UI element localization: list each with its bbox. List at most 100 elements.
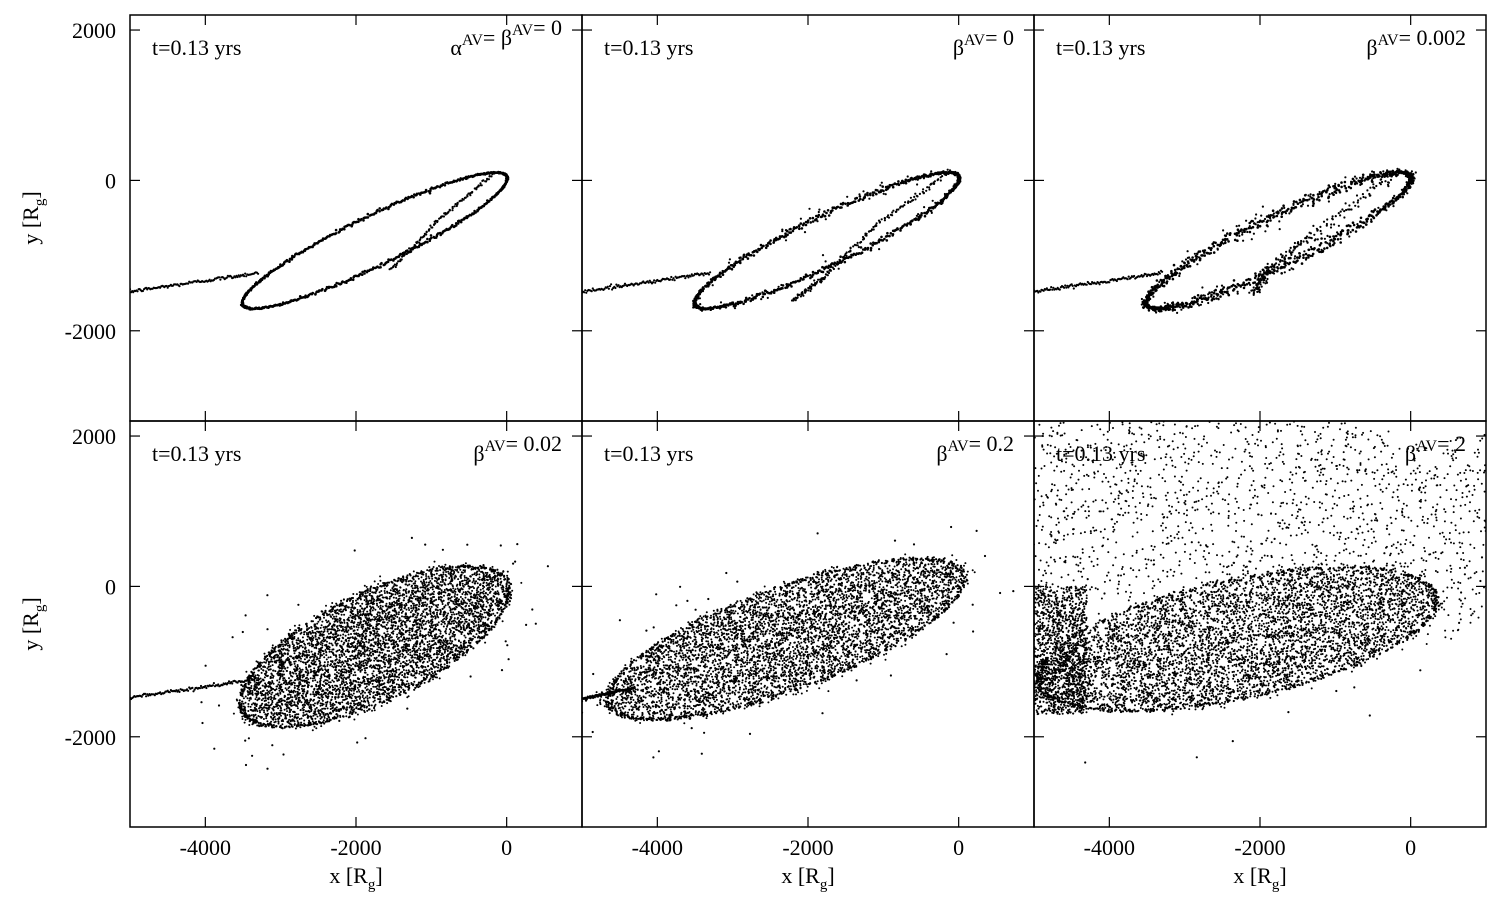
data-point	[1226, 238, 1229, 241]
data-point	[1200, 254, 1203, 257]
data-point	[1224, 239, 1227, 242]
data-point	[673, 279, 676, 282]
data-point	[683, 274, 686, 278]
data-point	[302, 711, 305, 714]
data-point	[165, 284, 168, 288]
data-point	[441, 603, 444, 605]
data-point	[1312, 193, 1315, 197]
data-point	[1255, 213, 1258, 216]
data-point	[799, 222, 803, 225]
data-point	[402, 620, 405, 623]
data-point	[333, 703, 336, 706]
data-point	[1384, 203, 1387, 206]
data-point	[879, 184, 882, 187]
data-point	[1284, 212, 1288, 215]
data-point	[764, 246, 768, 250]
data-point	[1226, 287, 1229, 290]
data-point	[651, 281, 655, 284]
data-point	[846, 201, 850, 205]
data-point	[1143, 304, 1146, 307]
data-point	[321, 287, 324, 291]
data-point	[380, 594, 383, 596]
data-point	[383, 675, 386, 678]
data-point	[1259, 270, 1262, 273]
data-point	[1129, 276, 1132, 279]
data-point	[1280, 211, 1283, 215]
data-point	[497, 584, 500, 587]
data-point	[802, 277, 805, 281]
data-point	[781, 287, 784, 290]
data-point	[798, 279, 802, 282]
data-point	[371, 709, 373, 712]
data-point	[314, 632, 317, 635]
data-point	[1201, 300, 1204, 304]
data-point	[279, 263, 282, 266]
data-point	[1266, 272, 1269, 275]
data-point	[584, 289, 587, 292]
data-point	[814, 218, 817, 222]
data-point	[430, 605, 433, 608]
data-point	[349, 636, 352, 639]
data-point	[1207, 296, 1210, 299]
data-point	[780, 283, 783, 287]
data-point	[716, 305, 720, 309]
param-base: α	[450, 35, 462, 60]
data-point	[1196, 302, 1199, 306]
data-point	[466, 611, 469, 613]
data-point	[1245, 283, 1249, 286]
data-point	[1400, 172, 1403, 175]
data-point	[427, 190, 430, 193]
data-point	[911, 199, 914, 202]
data-point	[1339, 241, 1342, 244]
data-point	[1245, 278, 1248, 282]
data-point	[906, 179, 910, 183]
data-point	[327, 684, 330, 687]
param-sup: AV	[964, 32, 985, 49]
data-point	[430, 670, 433, 673]
data-point	[842, 256, 845, 259]
data-point	[1215, 285, 1219, 288]
data-point	[1349, 231, 1352, 234]
data-point	[951, 187, 954, 191]
data-point	[1370, 214, 1373, 217]
data-point	[1213, 298, 1216, 301]
data-point	[1211, 242, 1214, 246]
data-point	[806, 274, 809, 278]
data-point	[1258, 220, 1261, 224]
data-point	[1284, 260, 1287, 263]
data-point	[749, 299, 752, 303]
data-point	[1356, 225, 1359, 228]
data-point	[1312, 224, 1315, 227]
data-point	[853, 243, 857, 246]
data-point	[289, 670, 292, 673]
data-point	[1344, 186, 1348, 190]
data-point	[291, 254, 294, 258]
data-point	[700, 309, 704, 312]
data-point	[1364, 196, 1367, 199]
data-point	[395, 683, 398, 686]
data-point	[721, 305, 724, 308]
data-point	[957, 175, 961, 178]
data-point	[1318, 192, 1321, 196]
data-point	[841, 259, 845, 262]
data-point	[419, 236, 422, 239]
data-point	[426, 669, 429, 672]
data-point	[313, 667, 316, 670]
data-point	[472, 635, 475, 638]
data-point	[368, 623, 371, 626]
data-point	[416, 635, 419, 638]
data-point	[790, 285, 793, 288]
data-point	[1248, 230, 1252, 234]
data-point	[808, 207, 811, 210]
data-point	[1370, 220, 1373, 223]
data-point	[1248, 291, 1251, 294]
data-point	[1339, 214, 1342, 217]
data-point	[253, 714, 256, 717]
data-point	[781, 230, 784, 233]
data-point	[742, 302, 745, 306]
data-point	[1319, 229, 1322, 233]
data-point	[732, 305, 735, 308]
data-point	[897, 180, 900, 183]
data-point	[1228, 286, 1231, 289]
data-point	[1307, 194, 1310, 197]
